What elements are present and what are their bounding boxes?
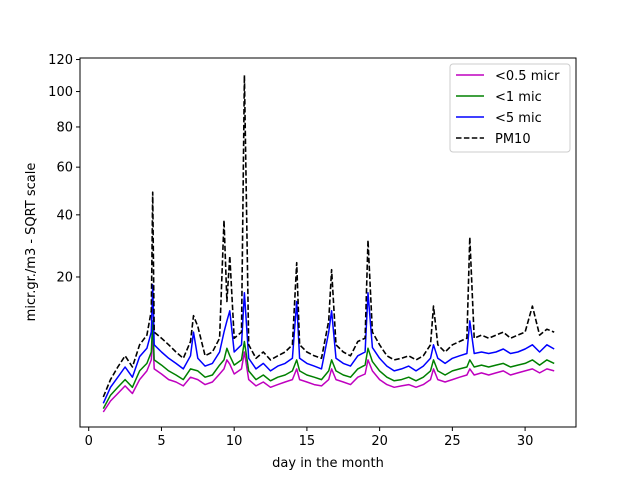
y-tick-label: 100	[48, 85, 73, 100]
legend: <0.5 micr <1 mic <5 mic PM10	[449, 63, 571, 153]
legend-label-0: <0.5 micr	[495, 69, 560, 84]
x-tick-label: 25	[444, 434, 461, 449]
y-tick-label: 20	[56, 270, 73, 285]
x-axis: 0 5 10 15 20 25 30	[85, 427, 534, 449]
x-tick-label: 5	[157, 434, 165, 449]
x-axis-label: day in the month	[272, 456, 384, 471]
series-line-1	[102, 320, 555, 409]
plot-frame	[79, 57, 577, 428]
legend-label-3: PM10	[495, 132, 531, 147]
y-tick-label: 120	[48, 53, 73, 68]
y-tick-label: 60	[56, 161, 73, 176]
series-line-3	[102, 74, 555, 398]
y-tick-label: 40	[56, 208, 73, 223]
x-tick-label: 10	[226, 434, 243, 449]
series-line-0	[102, 331, 555, 413]
legend-label-2: <5 mic	[495, 111, 542, 126]
y-tick-label: 80	[56, 120, 73, 135]
y-axis-label: micr.gr./m3 - SQRT scale	[24, 163, 39, 322]
legend-box	[449, 63, 571, 153]
x-tick-label: 0	[85, 434, 93, 449]
x-tick-label: 15	[299, 434, 316, 449]
y-axis: 20 40 60 80 100 120	[48, 53, 80, 285]
plot-area	[79, 57, 577, 428]
legend-label-1: <1 mic	[495, 90, 542, 105]
series-layer	[102, 74, 555, 413]
x-tick-label: 30	[517, 434, 534, 449]
series-line-2	[102, 283, 555, 404]
x-tick-label: 20	[371, 434, 388, 449]
